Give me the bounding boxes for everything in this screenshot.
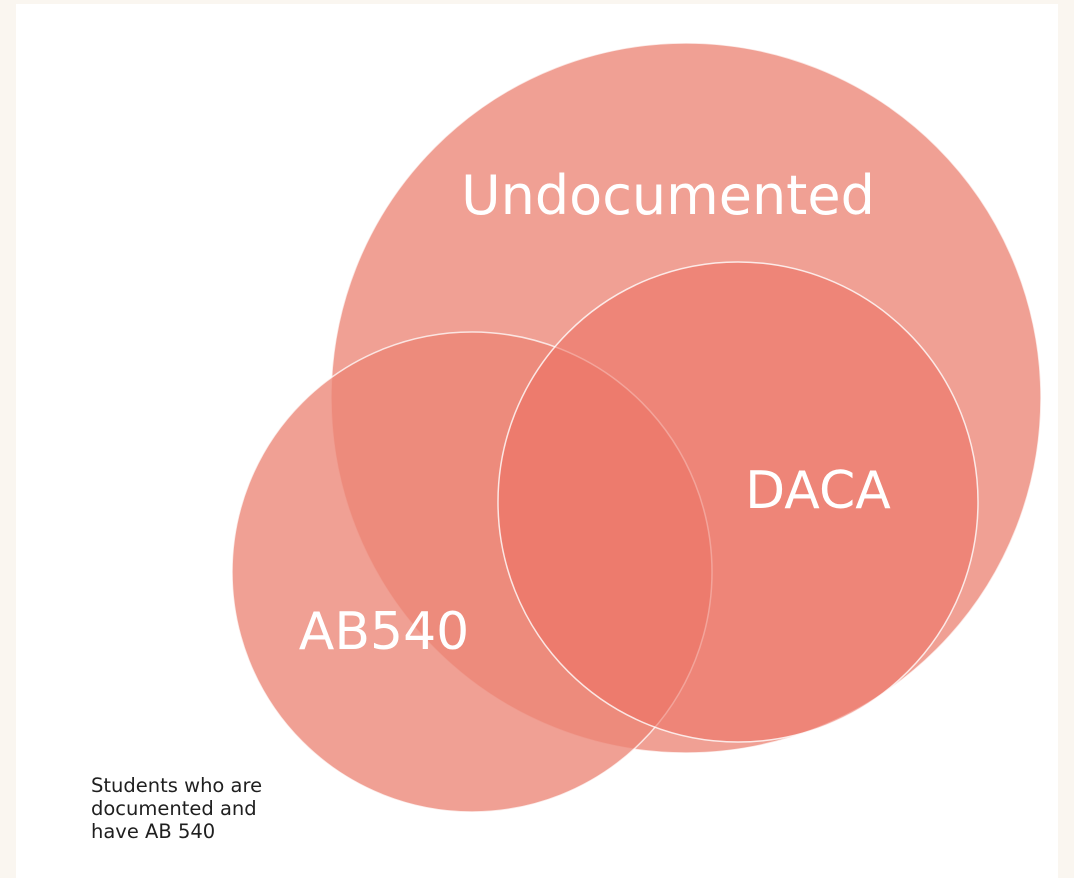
note-line: documented and bbox=[91, 797, 257, 820]
note-line: Students who are bbox=[91, 774, 263, 797]
note-line: have AB 540 bbox=[91, 820, 216, 843]
daca-circle bbox=[497, 261, 979, 743]
documented-ab540-note: Students who are documented and have AB … bbox=[91, 774, 331, 843]
ab540-label: AB540 bbox=[299, 602, 470, 662]
undocumented-label: Undocumented bbox=[461, 164, 875, 227]
daca-label: DACA bbox=[745, 461, 891, 521]
